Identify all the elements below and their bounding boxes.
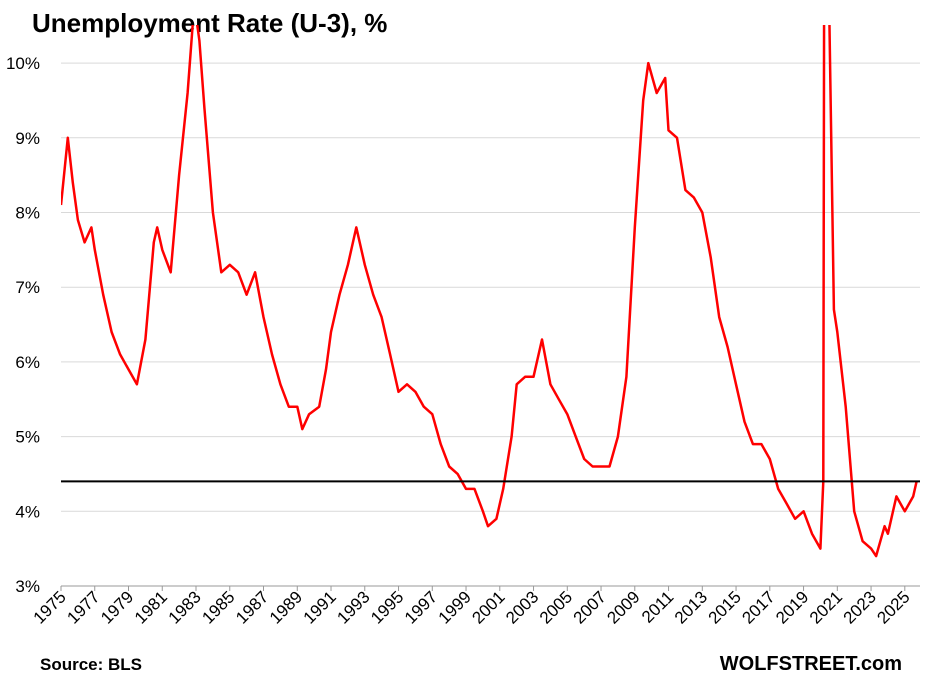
x-tick-label: 2005 — [536, 587, 576, 627]
plot-area — [61, 25, 918, 558]
x-tick-label: 1999 — [435, 587, 475, 627]
x-tick-label: 2001 — [468, 587, 508, 627]
x-tick-label: 2011 — [638, 587, 677, 626]
x-tick-label: 1977 — [63, 587, 103, 627]
x-tick-label: 1979 — [97, 587, 137, 627]
y-tick-label: 3% — [15, 577, 40, 596]
x-tick-label: 1983 — [165, 587, 205, 627]
x-tick-label: 2021 — [806, 587, 846, 627]
source: Source: BLS — [40, 655, 142, 674]
x-tick-label: 2019 — [772, 587, 812, 627]
data-line — [61, 25, 918, 558]
y-tick-label: 10% — [6, 54, 40, 73]
x-tick-label: 2007 — [570, 587, 610, 627]
grid — [60, 62, 920, 591]
x-tick-label: 1993 — [333, 587, 373, 627]
x-tick-label: 2015 — [705, 587, 745, 627]
x-tick-label: 1989 — [266, 587, 306, 627]
x-tick-label: 2017 — [738, 587, 778, 627]
y-tick-label: 9% — [15, 129, 40, 148]
x-tick-label: 1997 — [401, 587, 441, 627]
chart-title: Unemployment Rate (U-3), % — [32, 8, 387, 38]
y-tick-label: 4% — [15, 502, 40, 521]
y-tick-label: 8% — [15, 204, 40, 223]
y-tick-label: 7% — [15, 278, 40, 297]
x-tick-label: 2013 — [671, 587, 711, 627]
x-tick-label: 1981 — [131, 587, 171, 627]
x-tick-label: 1987 — [232, 587, 272, 627]
x-tick-label: 2025 — [873, 587, 913, 627]
y-tick-label: 5% — [15, 428, 40, 447]
x-tick-label: 2003 — [502, 587, 542, 627]
x-tick-label: 2009 — [603, 587, 643, 627]
x-tick-label: 1995 — [367, 587, 407, 627]
x-tick-label: 1985 — [198, 587, 238, 627]
x-tick-label: 2023 — [840, 587, 880, 627]
y-tick-label: 6% — [15, 353, 40, 372]
brand: WOLFSTREET.com — [720, 653, 902, 675]
x-tick-label: 1991 — [300, 587, 340, 627]
